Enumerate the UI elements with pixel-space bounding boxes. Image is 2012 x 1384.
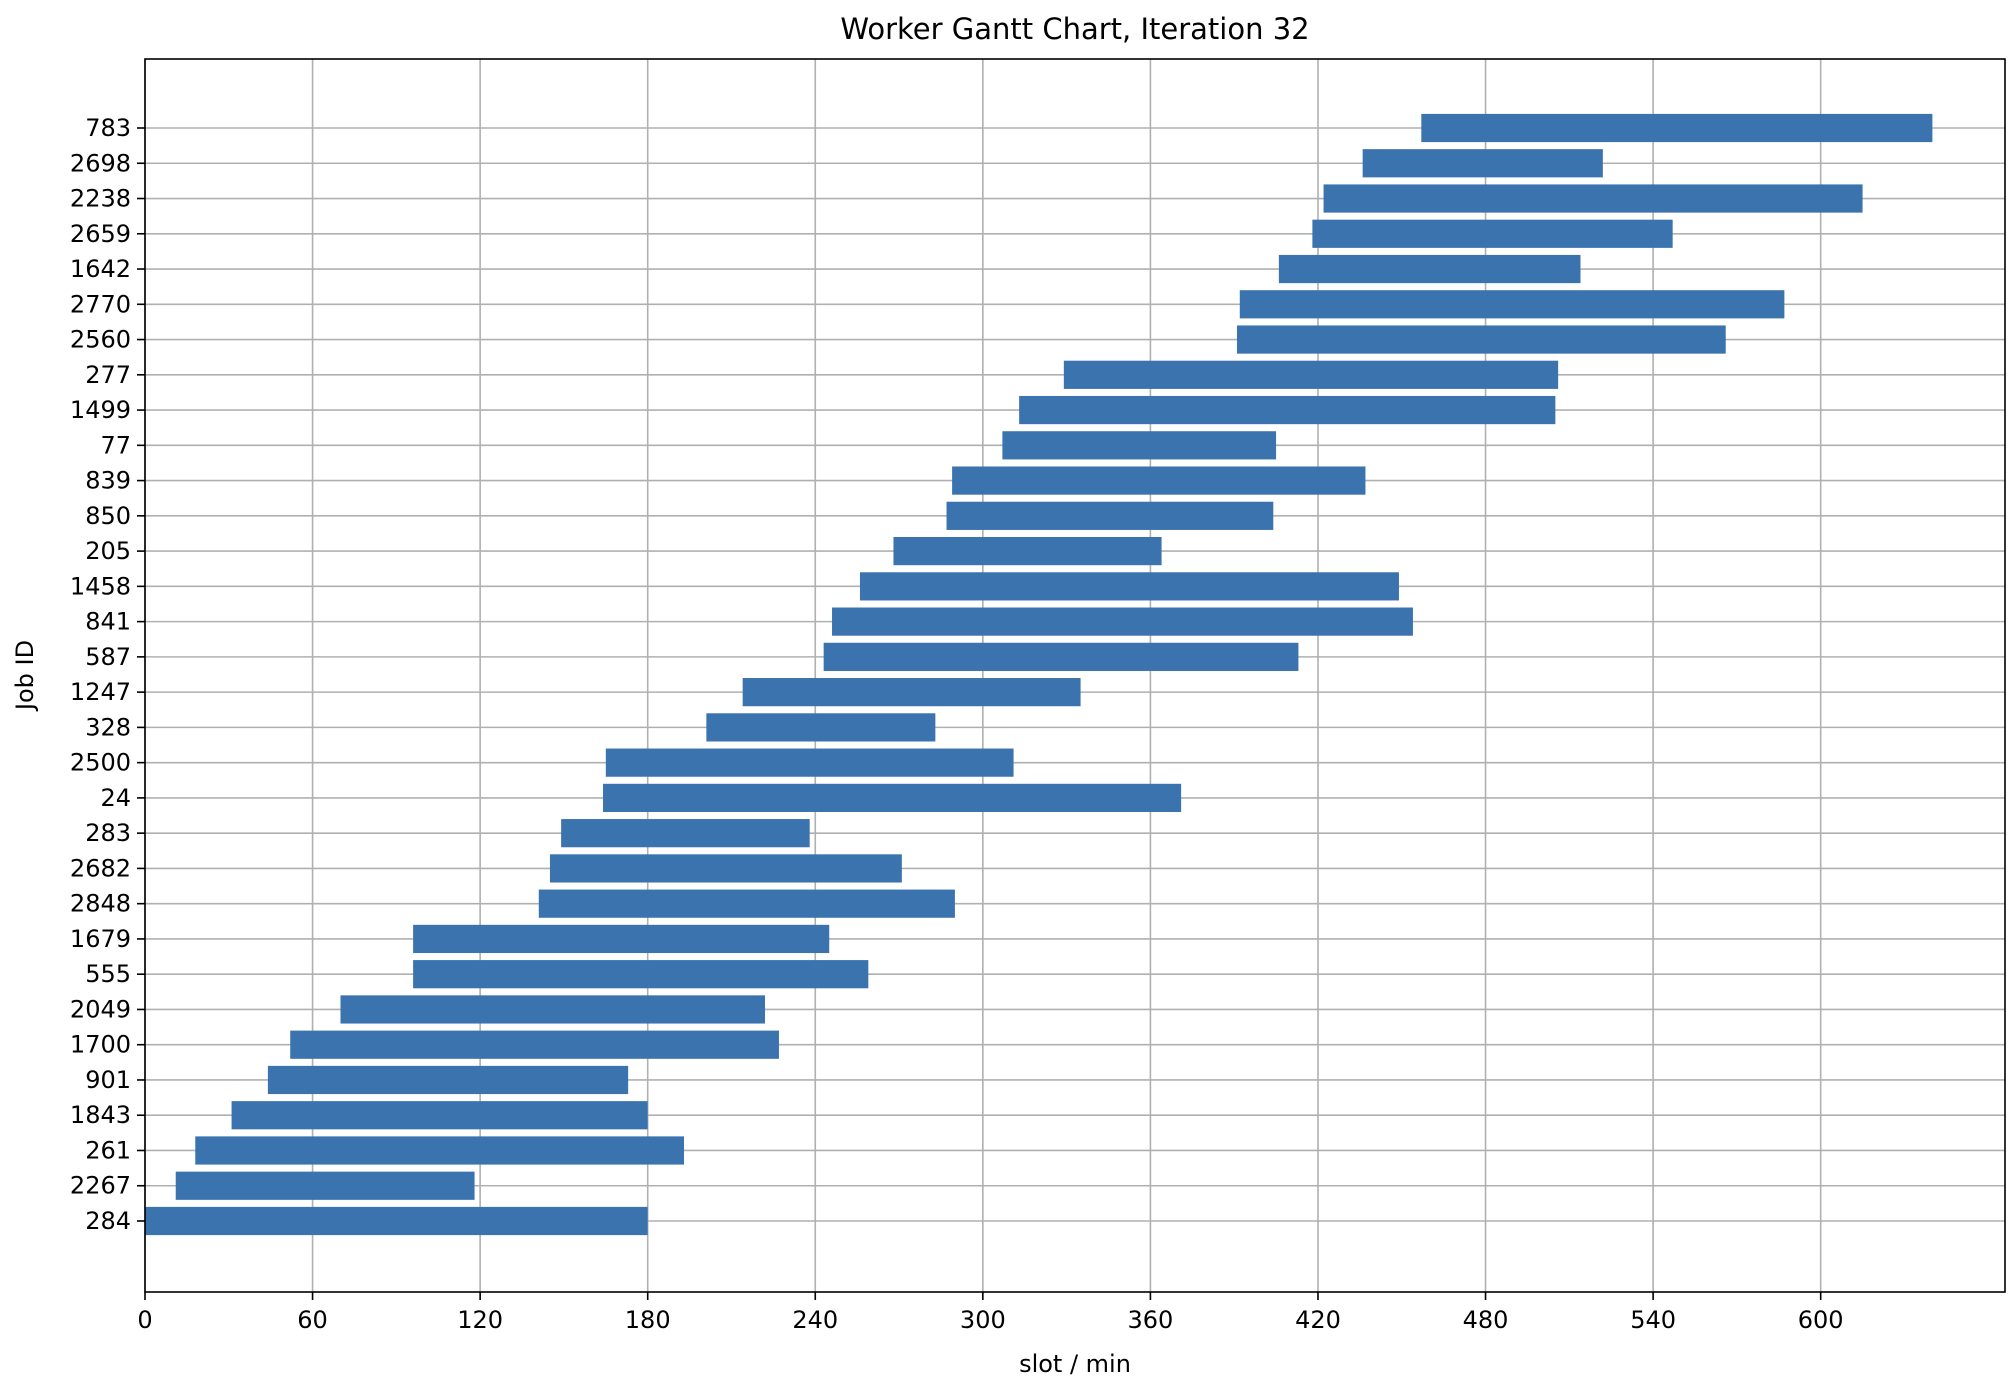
job-bar-2560 — [1236, 325, 1726, 354]
job-bar-783 — [1421, 113, 1933, 143]
x-tick-label: 360 — [1127, 1306, 1173, 1334]
y-tick-label: 1247 — [70, 678, 131, 706]
y-tick-label: 901 — [85, 1066, 131, 1094]
y-tick-label: 555 — [85, 960, 131, 988]
y-tick-label: 783 — [85, 114, 131, 142]
y-tick-label: 2267 — [70, 1172, 131, 1200]
x-tick-label: 600 — [1798, 1306, 1844, 1334]
x-axis-label: slot / min — [1019, 1350, 1131, 1378]
y-tick-label: 850 — [85, 502, 131, 530]
y-tick-label: 2770 — [70, 290, 131, 318]
y-tick-label: 841 — [85, 608, 131, 636]
y-tick-label: 283 — [85, 819, 131, 847]
job-bar-261 — [195, 1136, 685, 1165]
y-tick-label: 2238 — [70, 185, 131, 213]
job-bar-205 — [893, 536, 1162, 566]
x-tick-label: 240 — [792, 1306, 838, 1334]
bar-layer — [145, 113, 1933, 1236]
job-bar-1679 — [413, 924, 830, 954]
x-tick-label: 480 — [1463, 1306, 1509, 1334]
y-tick-label: 1499 — [70, 396, 131, 424]
x-tick-label: 300 — [960, 1306, 1006, 1334]
y-tick-label: 2500 — [70, 749, 131, 777]
job-bar-2659 — [1312, 219, 1673, 248]
x-tick-label: 120 — [457, 1306, 503, 1334]
job-bar-587 — [823, 642, 1299, 671]
y-tick-label: 2659 — [70, 220, 131, 248]
job-bar-77 — [1002, 431, 1277, 460]
y-tick-label: 2698 — [70, 149, 131, 177]
job-bar-555 — [413, 960, 869, 989]
job-bar-2238 — [1323, 184, 1863, 213]
x-tick-label: 60 — [297, 1306, 328, 1334]
y-tick-label: 839 — [85, 467, 131, 495]
y-tick-label: 77 — [100, 431, 131, 459]
y-tick-label: 277 — [85, 361, 131, 389]
job-bar-1499 — [1019, 395, 1556, 425]
chart-title: Worker Gantt Chart, Iteration 32 — [840, 12, 1309, 46]
y-tick-label: 1843 — [70, 1101, 131, 1129]
y-tick-label: 1679 — [70, 925, 131, 953]
y-tick-label: 328 — [85, 713, 131, 741]
job-bar-1458 — [859, 572, 1399, 601]
x-tick-label: 180 — [625, 1306, 671, 1334]
job-bar-2682 — [549, 854, 902, 883]
y-tick-label: 284 — [85, 1207, 131, 1235]
job-bar-2848 — [538, 889, 955, 918]
job-bar-277 — [1063, 360, 1559, 389]
job-bar-2698 — [1362, 149, 1603, 178]
job-bar-2770 — [1239, 290, 1785, 319]
x-tick-label: 540 — [1630, 1306, 1676, 1334]
job-bar-284 — [145, 1206, 648, 1236]
y-tick-label: 24 — [100, 784, 131, 812]
job-bar-328 — [706, 713, 936, 742]
y-axis-label: Job ID — [11, 640, 39, 712]
job-bar-1247 — [742, 678, 1081, 707]
job-bar-901 — [267, 1065, 629, 1095]
job-bar-850 — [946, 501, 1274, 530]
x-tick-label: 0 — [137, 1306, 152, 1334]
y-tick-label: 1700 — [70, 1031, 131, 1059]
job-bar-1843 — [231, 1101, 648, 1130]
job-bar-1642 — [1278, 254, 1581, 284]
y-tick-label: 2848 — [70, 890, 131, 918]
y-tick-label: 2682 — [70, 854, 131, 882]
tick-layer: 0 60 120 180 240 300 360 420 480 540 600 284 2267 261… — [70, 114, 1844, 1334]
job-bar-24 — [603, 783, 1182, 813]
plot-area-frame — [144, 58, 2006, 1293]
y-tick-label: 2560 — [70, 326, 131, 354]
job-bar-2267 — [175, 1171, 475, 1200]
job-bar-841 — [832, 607, 1413, 636]
y-tick-label: 1458 — [70, 572, 131, 600]
y-tick-label: 587 — [85, 643, 131, 671]
y-tick-label: 1642 — [70, 255, 131, 283]
job-bar-2500 — [605, 748, 1014, 777]
job-bar-839 — [952, 466, 1366, 495]
y-tick-label: 261 — [85, 1136, 131, 1164]
job-bar-1700 — [290, 1030, 779, 1059]
job-bar-283 — [561, 819, 810, 848]
job-bar-2049 — [340, 995, 765, 1024]
x-tick-label: 420 — [1295, 1306, 1341, 1334]
y-tick-label: 205 — [85, 537, 131, 565]
y-tick-label: 2049 — [70, 995, 131, 1023]
